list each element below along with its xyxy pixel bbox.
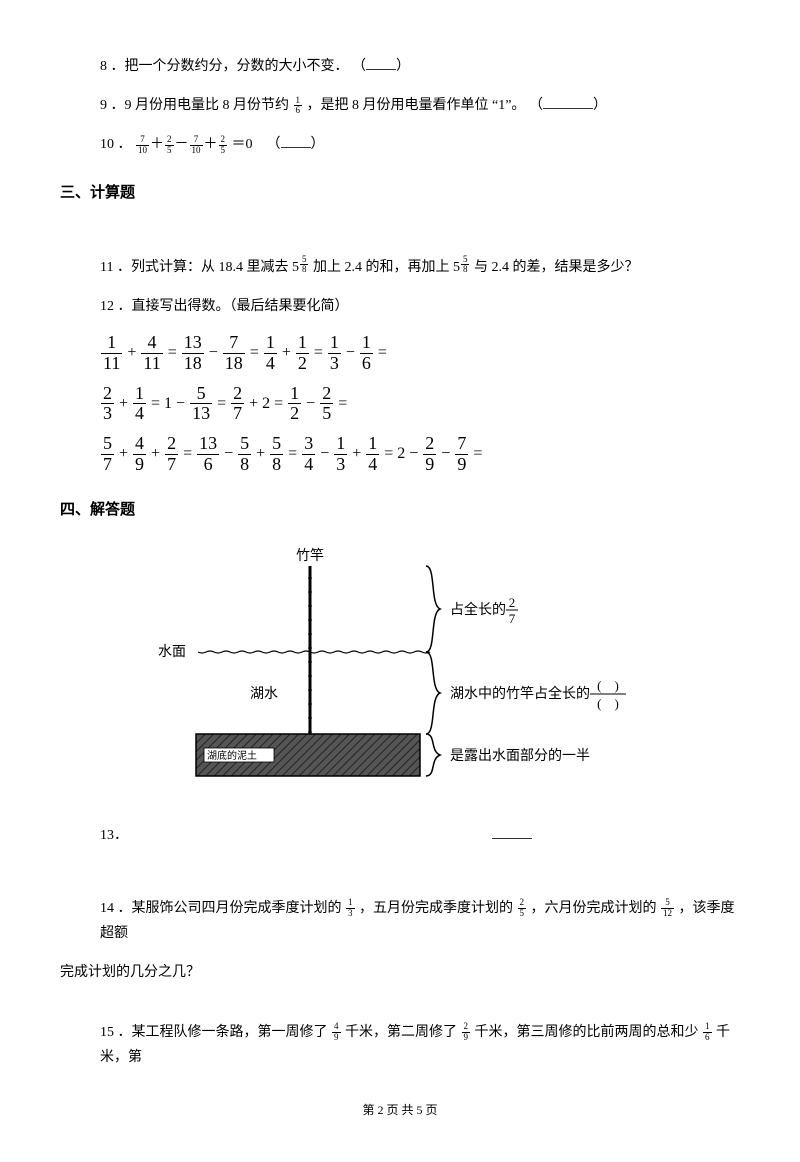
- text: 与 2.4 的差，结果是多少？: [474, 260, 639, 275]
- fraction: 1 6: [294, 96, 303, 117]
- paren-open: （: [267, 137, 281, 152]
- answer-blank[interactable]: [492, 838, 532, 839]
- svg-text:占全长的: 占全长的: [450, 601, 506, 618]
- text: ．9 月份用电量比 8 月份节约: [111, 98, 290, 113]
- fraction: 16: [703, 1022, 712, 1043]
- question-9: 9 ．9 月份用电量比 8 月份节约 1 6 ，是把 8 月份用电量看作单位 “…: [100, 93, 740, 118]
- question-8: 8 ．把一个分数约分，分数的大小不变． （ ）: [100, 54, 740, 79]
- svg-text:水面: 水面: [158, 644, 186, 660]
- question-10: 10 ． 710＋25－710＋25 ＝0 （ ）: [100, 132, 740, 157]
- question-12: 12 ．直接写出得数。（最后结果要化简）: [100, 294, 740, 319]
- section-4-header: 四、解答题: [60, 497, 740, 524]
- judge-blank[interactable]: [366, 69, 396, 70]
- text: ．直接写出得数。（最后结果要化简）: [118, 299, 349, 314]
- question-11: 11 ．列式计算：从 18.4 里减去 558 加上 2.4 的和，再加上 55…: [100, 255, 740, 280]
- paren-close: ）: [311, 137, 325, 152]
- qnum: 13: [100, 828, 114, 843]
- fraction: 512: [661, 898, 674, 919]
- pole-diagram: 竹竿水面湖水湖底的泥土占全长的27湖水中的竹竿占全长的( )( )是露出水面部分…: [140, 544, 580, 804]
- text: ．某服饰公司四月份完成季度计划的: [118, 901, 342, 916]
- svg-text:2: 2: [509, 595, 516, 610]
- equals: ＝0: [232, 137, 253, 152]
- question-14: 14 ．某服饰公司四月份完成季度计划的 13 ，五月份完成季度计划的 25 ，六…: [100, 896, 740, 946]
- svg-text:( ): ( ): [597, 696, 619, 711]
- qnum: 9: [100, 98, 107, 113]
- text: ，五月份完成季度计划的: [359, 901, 513, 916]
- equation-lines: 111 + 411 = 1318 − 718 = 14 + 12 = 13 − …: [60, 333, 740, 475]
- question-13-num: 13．: [100, 823, 740, 848]
- text: 千米，第二周修了: [345, 1025, 457, 1040]
- question-15: 15 ．某工程队修一条路，第一周修了 49 千米，第二周修了 29 千米，第三周…: [100, 1020, 740, 1070]
- text: ．把一个分数约分，分数的大小不变．: [111, 59, 349, 74]
- text: 加上 2.4 的和，再加上: [313, 260, 450, 275]
- fraction: 25: [518, 898, 527, 919]
- qnum: 12: [100, 299, 114, 314]
- fraction: 49: [332, 1022, 341, 1043]
- qnum: 15: [100, 1025, 114, 1040]
- dot: ．: [118, 137, 132, 152]
- paren-open: （: [529, 98, 543, 113]
- section-3-header: 三、计算题: [60, 180, 740, 207]
- svg-text:( ): ( ): [597, 678, 619, 693]
- text: 千米，第三周修的比前两周的总和少: [475, 1025, 699, 1040]
- svg-text:湖底的泥土: 湖底的泥土: [207, 749, 257, 762]
- qnum: 8: [100, 59, 107, 74]
- text: ，是把 8 月份用电量看作单位 “1”。: [307, 98, 526, 113]
- mixed-number: 558: [292, 255, 310, 280]
- svg-text:湖水: 湖水: [250, 686, 278, 702]
- paren-close: ）: [593, 98, 607, 113]
- paren-close: ）: [396, 59, 410, 74]
- judge-blank[interactable]: [281, 147, 311, 148]
- svg-text:是露出水面部分的一半: 是露出水面部分的一半: [450, 748, 590, 764]
- question-14-line2: 完成计划的几分之几？: [60, 960, 740, 985]
- question-13-diagram: 竹竿水面湖水湖底的泥土 占全长的27 湖水中的竹竿占全长的 ( ) ( ) 是露出水面部分…: [140, 544, 740, 813]
- svg-text:竹竿: 竹竿: [296, 548, 324, 564]
- fraction: 29: [462, 1022, 471, 1043]
- text: ，六月份完成计划的: [531, 901, 657, 916]
- svg-text:湖水中的竹竿占全长的: 湖水中的竹竿占全长的: [450, 685, 590, 702]
- mixed-number: 558: [453, 255, 471, 280]
- paren-open: （: [352, 59, 366, 74]
- svg-text:7: 7: [509, 611, 516, 626]
- qnum: 14: [100, 901, 114, 916]
- expression: 710＋25－710＋25: [135, 137, 228, 152]
- qnum: 10: [100, 137, 114, 152]
- qnum: 11: [100, 260, 113, 275]
- text: ．列式计算：从 18.4 里减去: [117, 260, 289, 275]
- text: ．某工程队修一条路，第一周修了: [118, 1025, 328, 1040]
- fraction: 13: [346, 898, 355, 919]
- page-footer: 第 2 页 共 5 页: [60, 1100, 740, 1122]
- judge-blank[interactable]: [543, 108, 593, 109]
